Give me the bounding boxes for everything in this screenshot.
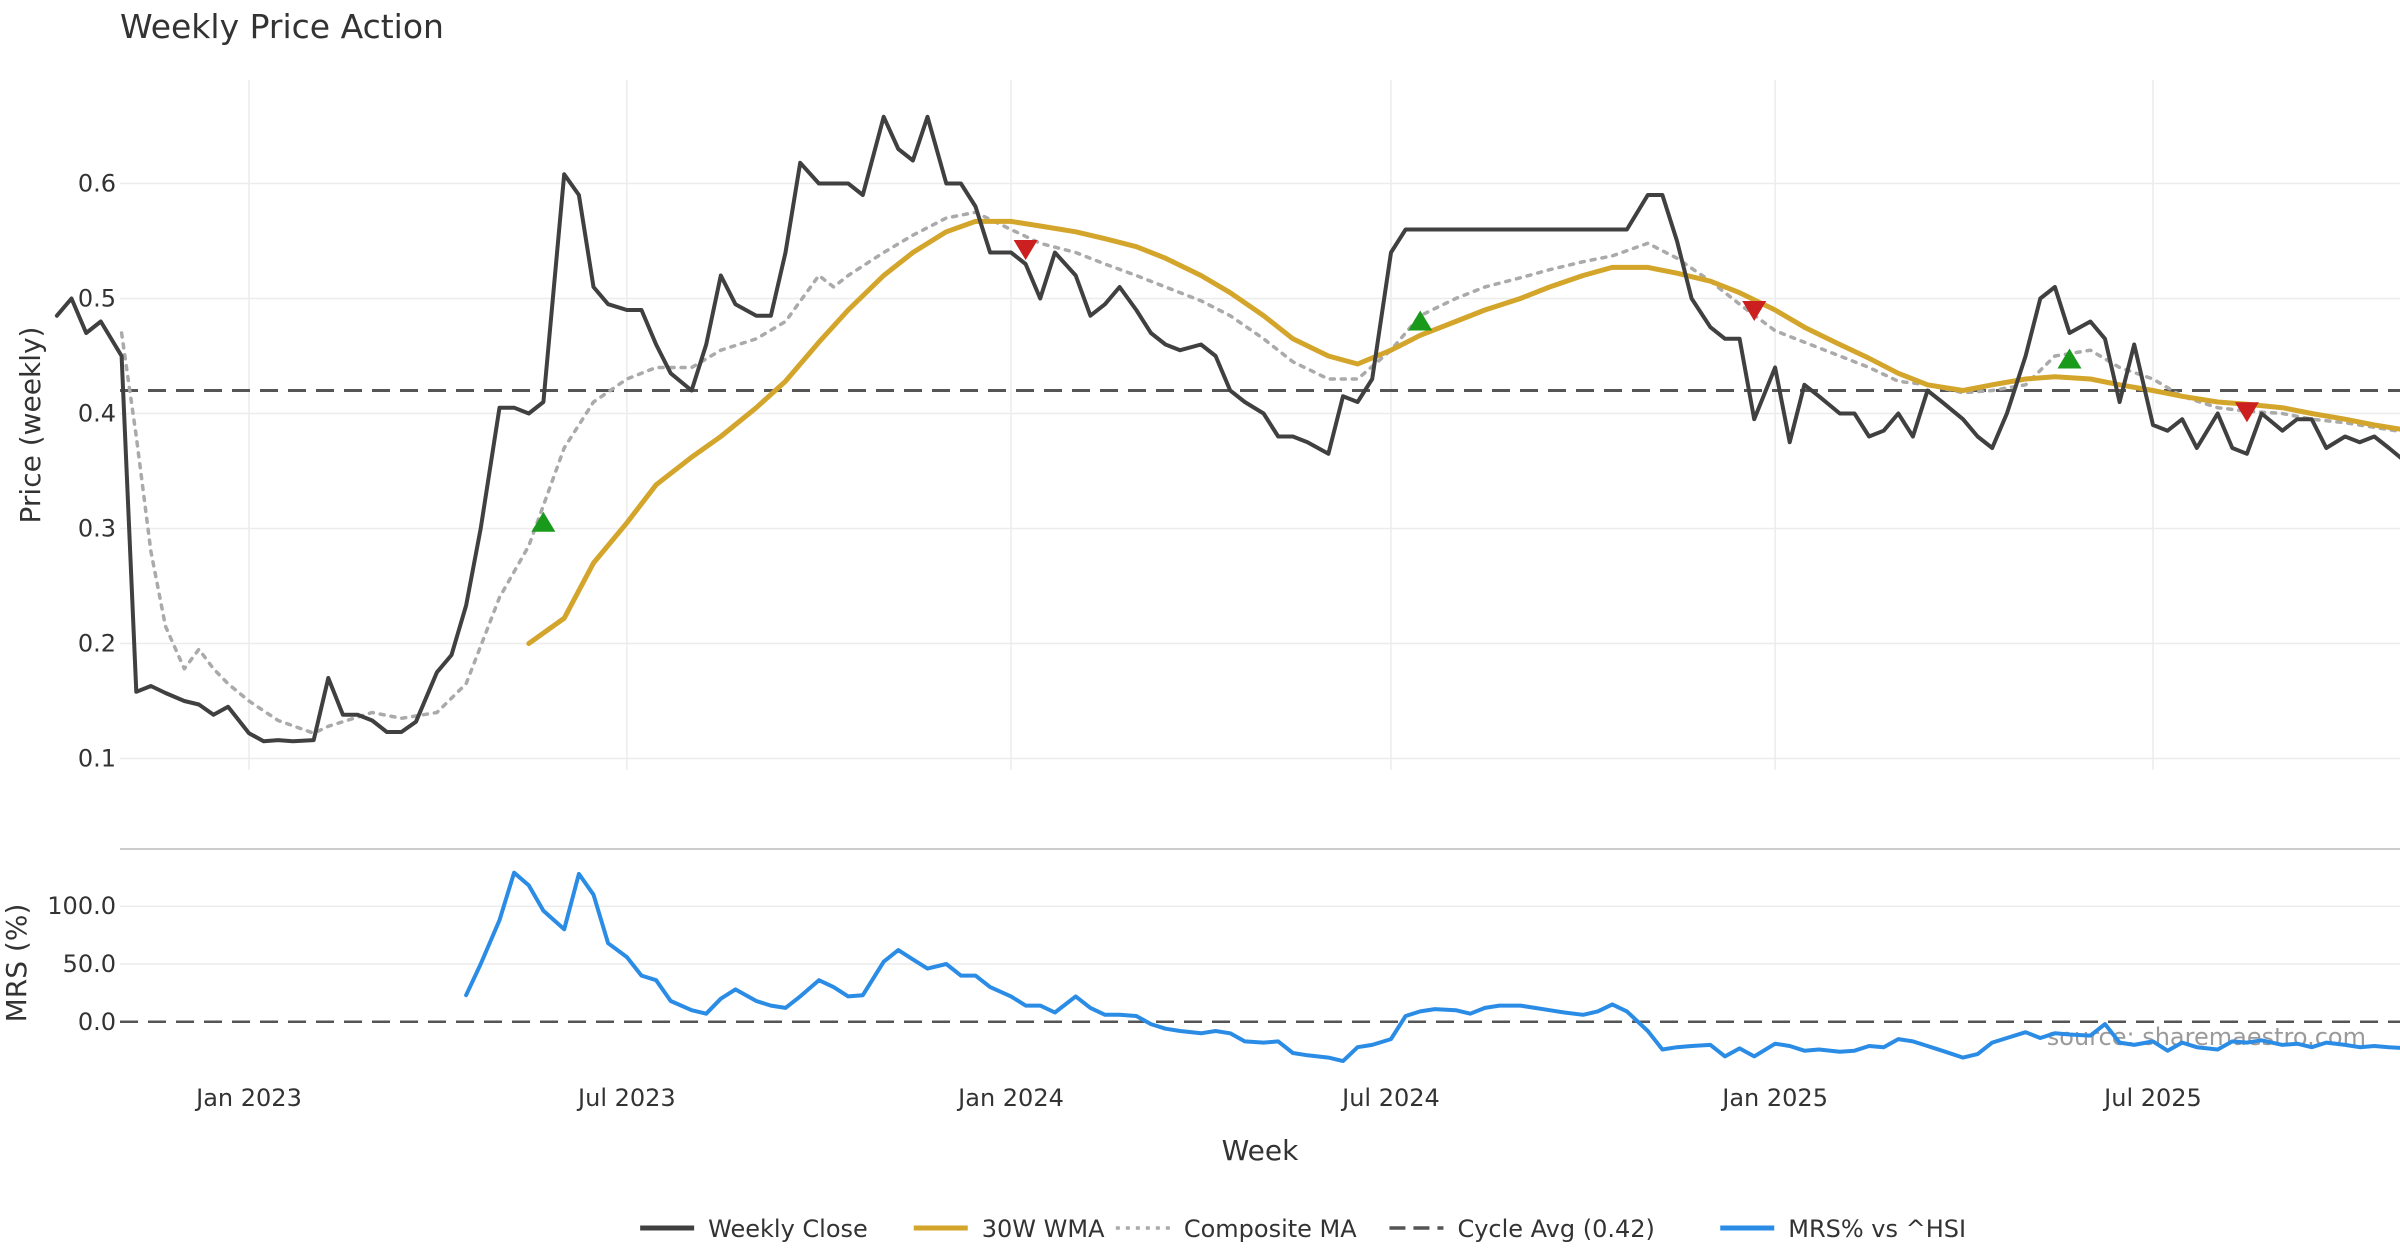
legend-label: 30W WMA bbox=[982, 1215, 1105, 1243]
x-tick-label: Jul 2025 bbox=[2102, 1084, 2202, 1112]
price-gridlines bbox=[120, 80, 2400, 770]
sell-signal-marker bbox=[2234, 402, 2259, 423]
price-ytick-label: 0.6 bbox=[78, 170, 116, 198]
mrs-ytick-label: 0.0 bbox=[78, 1008, 116, 1036]
price-ytick-label: 0.3 bbox=[78, 515, 116, 543]
legend: Weekly Close 30W WMA Composite MA Cycle Avg… bbox=[640, 1215, 1966, 1243]
mrs-y-axis-label: MRS (%) bbox=[0, 904, 33, 1023]
sell-signal-marker bbox=[1013, 240, 1038, 261]
price-y-axis-label: Price (weekly) bbox=[14, 327, 47, 524]
mrs-ytick-label: 100.0 bbox=[47, 892, 116, 920]
series-30w-wma bbox=[526, 218, 2400, 646]
series-mrs-vs-hsi bbox=[464, 870, 2400, 1064]
x-tick-label: Jan 2025 bbox=[1720, 1084, 1828, 1112]
x-ticks: Jan 2023 Jul 2023 Jan 2024 Jul 2024 Jan 2025… bbox=[194, 1084, 2202, 1112]
x-tick-label: Jan 2024 bbox=[956, 1084, 1064, 1112]
x-tick-label: Jan 2023 bbox=[194, 1084, 302, 1112]
legend-label: Cycle Avg (0.42) bbox=[1457, 1215, 1654, 1243]
signals-layer bbox=[531, 240, 2259, 532]
price-ytick-label: 0.2 bbox=[78, 630, 116, 658]
buy-signal-marker bbox=[531, 511, 556, 532]
sell-signal-marker bbox=[1742, 301, 1767, 321]
mrs-gridlines bbox=[120, 905, 2400, 965]
mrs-y-ticks: 0.0 50.0 100.0 bbox=[47, 892, 116, 1036]
buy-signal-marker bbox=[2057, 348, 2082, 369]
series-composite-ma bbox=[119, 210, 2400, 735]
x-axis-label: Week bbox=[1222, 1134, 1299, 1167]
series-layer bbox=[54, 114, 2400, 1064]
price-y-ticks: 0.1 0.2 0.3 0.4 0.5 0.6 bbox=[78, 170, 116, 773]
price-ytick-label: 0.4 bbox=[78, 400, 116, 428]
legend-label: MRS% vs ^HSI bbox=[1788, 1215, 1966, 1243]
mrs-ytick-label: 50.0 bbox=[63, 950, 116, 978]
price-ytick-label: 0.5 bbox=[78, 285, 116, 313]
buy-signal-marker bbox=[1408, 310, 1433, 331]
x-tick-label: Jul 2024 bbox=[1340, 1084, 1440, 1112]
legend-label: Weekly Close bbox=[708, 1215, 868, 1243]
series-weekly-close bbox=[54, 114, 2400, 744]
x-tick-label: Jul 2023 bbox=[576, 1084, 676, 1112]
legend-label: Composite MA bbox=[1184, 1215, 1357, 1243]
price-ytick-label: 0.1 bbox=[78, 745, 116, 773]
chart-title: Weekly Price Action bbox=[120, 7, 444, 46]
